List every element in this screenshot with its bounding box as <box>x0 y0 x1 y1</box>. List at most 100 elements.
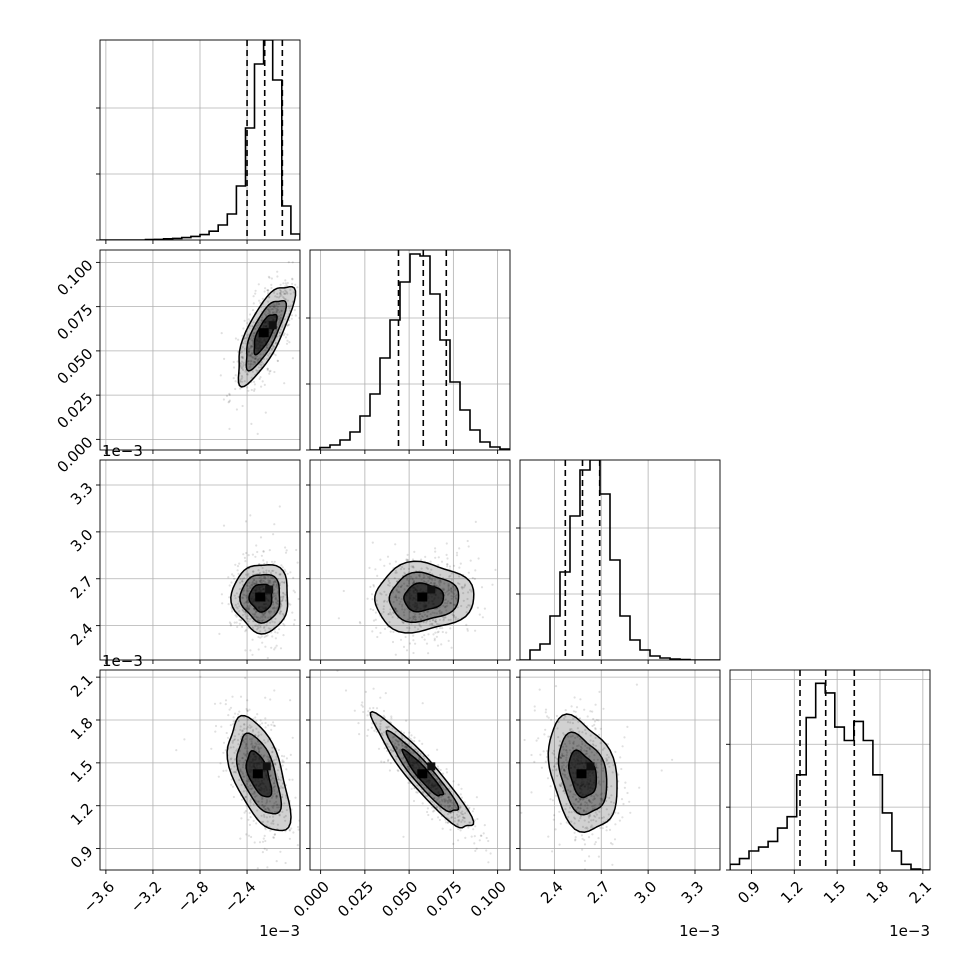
sample-point <box>427 579 430 583</box>
sample-point <box>433 612 436 615</box>
sample-point <box>403 614 406 617</box>
sample-point <box>270 765 273 768</box>
sample-point <box>289 292 292 295</box>
sample-point <box>584 732 588 735</box>
sample-point <box>562 745 565 748</box>
sample-point <box>242 723 246 726</box>
sample-point <box>264 616 267 619</box>
sample-point <box>438 578 441 582</box>
sample-point <box>271 607 274 610</box>
sample-point <box>255 355 258 358</box>
sample-point <box>373 729 376 732</box>
sample-point <box>245 336 249 339</box>
sample-point <box>418 616 421 619</box>
sample-point <box>586 827 589 830</box>
sample-point <box>594 804 597 807</box>
sample-point <box>437 796 441 799</box>
sample-point <box>533 760 536 764</box>
sample-point <box>559 784 562 788</box>
sample-point <box>594 736 597 740</box>
sample-point <box>257 366 260 369</box>
sample-point <box>566 778 569 781</box>
sample-point <box>248 585 251 588</box>
sample-point <box>538 688 541 691</box>
sample-point <box>253 690 255 692</box>
sample-point <box>399 568 403 571</box>
sample-point <box>610 794 613 797</box>
sample-point <box>458 804 461 807</box>
sample-point <box>249 801 252 804</box>
sample-point <box>276 631 279 634</box>
sample-point <box>383 590 386 593</box>
y-tick-label: 1.5 <box>67 757 97 787</box>
sample-point <box>393 577 396 580</box>
sample-point <box>563 769 566 772</box>
sample-point <box>456 815 460 819</box>
sample-point <box>344 689 348 692</box>
sample-point <box>473 835 476 838</box>
sample-point <box>416 784 419 787</box>
sample-point <box>230 581 233 584</box>
sample-point <box>228 393 231 396</box>
sample-point <box>587 821 590 824</box>
sample-point <box>285 290 288 293</box>
sample-point <box>301 856 303 858</box>
sample-point <box>238 778 241 782</box>
sample-point <box>247 590 250 593</box>
sample-point <box>249 784 252 788</box>
sample-point <box>271 601 275 604</box>
sample-point <box>386 725 389 728</box>
sample-point <box>265 346 269 349</box>
sample-point <box>273 607 276 610</box>
sample-point <box>450 578 453 581</box>
sample-point <box>252 335 255 338</box>
sample-point <box>438 800 441 804</box>
sample-point <box>256 735 260 738</box>
sample-point <box>251 792 255 795</box>
sample-point <box>263 290 266 293</box>
sample-point <box>241 596 244 599</box>
sample-point <box>256 618 260 622</box>
sample-point <box>274 637 277 640</box>
sample-point <box>583 749 586 752</box>
x-tick-label: 2.7 <box>584 878 614 908</box>
sample-point <box>623 736 626 739</box>
sample-point <box>582 809 585 812</box>
sample-point <box>601 748 605 751</box>
sample-point <box>266 291 270 295</box>
sample-point <box>370 726 373 729</box>
sample-point <box>445 799 448 802</box>
sample-point <box>291 611 294 614</box>
sample-point <box>594 728 597 731</box>
sample-point <box>276 292 279 295</box>
sample-point <box>570 783 573 787</box>
sample-point <box>383 627 387 631</box>
sample-point <box>456 823 459 827</box>
sample-point <box>425 642 429 645</box>
x-tick-label: −3.6 <box>80 878 118 916</box>
sample-point <box>235 592 238 595</box>
sample-point <box>388 745 391 749</box>
sample-point <box>391 736 394 739</box>
sample-point <box>555 769 558 772</box>
sample-point <box>544 711 547 714</box>
sample-point <box>239 365 242 368</box>
sample-point <box>558 784 562 787</box>
sample-point <box>551 799 555 802</box>
sample-point <box>368 566 371 570</box>
sample-point <box>281 810 284 814</box>
sample-point <box>235 749 238 752</box>
sample-point <box>244 753 247 756</box>
sample-point <box>543 733 546 736</box>
sample-point <box>454 595 457 598</box>
sample-point <box>269 582 272 585</box>
sample-point <box>271 312 274 315</box>
sample-point <box>284 336 288 339</box>
sample-point <box>611 771 614 774</box>
sample-point <box>414 642 417 645</box>
sample-point <box>283 816 286 819</box>
sample-point <box>594 703 597 706</box>
sample-point <box>551 752 554 755</box>
sample-point <box>273 305 276 308</box>
sample-point <box>239 725 242 728</box>
